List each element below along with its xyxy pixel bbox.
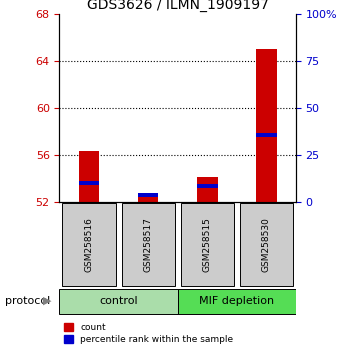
FancyBboxPatch shape (121, 204, 175, 286)
Bar (138, 193, 158, 198)
Text: GSM258515: GSM258515 (203, 217, 212, 272)
Bar (79, 152, 99, 202)
Text: MIF depletion: MIF depletion (199, 296, 274, 306)
Bar (256, 133, 277, 137)
Text: protocol: protocol (5, 296, 50, 306)
FancyBboxPatch shape (240, 204, 293, 286)
Text: GSM258530: GSM258530 (262, 217, 271, 272)
Bar (197, 177, 218, 202)
Bar (79, 181, 99, 185)
Text: GSM258517: GSM258517 (143, 217, 153, 272)
FancyBboxPatch shape (181, 204, 234, 286)
Title: GDS3626 / ILMN_1909197: GDS3626 / ILMN_1909197 (87, 0, 269, 12)
FancyBboxPatch shape (59, 289, 177, 314)
Text: control: control (99, 296, 138, 306)
Text: ▶: ▶ (42, 296, 51, 306)
Bar (138, 195, 158, 202)
FancyBboxPatch shape (63, 204, 116, 286)
Text: GSM258516: GSM258516 (85, 217, 94, 272)
Legend: count, percentile rank within the sample: count, percentile rank within the sample (64, 323, 233, 344)
Bar (197, 184, 218, 188)
FancyBboxPatch shape (177, 289, 296, 314)
Bar (256, 49, 277, 202)
